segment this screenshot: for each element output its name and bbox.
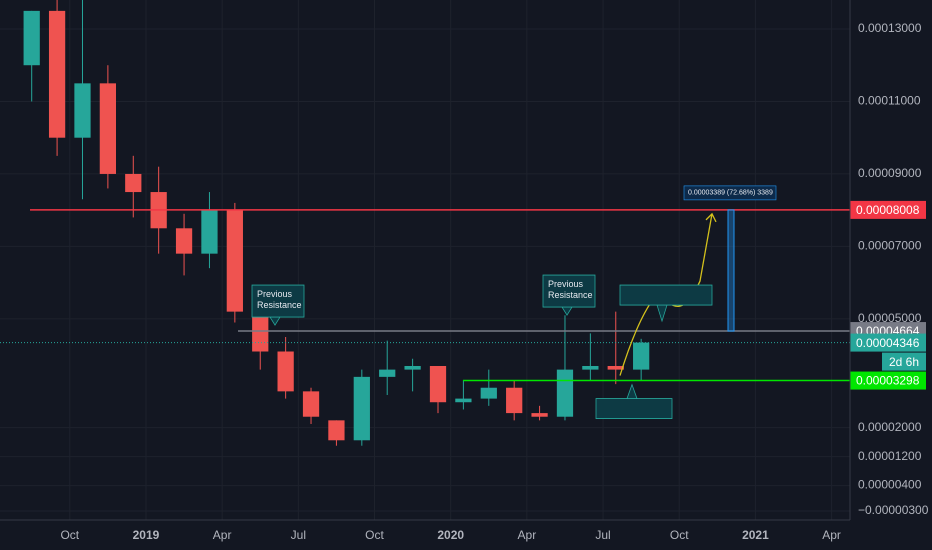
x-tick-label: Apr [518,528,537,542]
candle-body [531,413,548,417]
x-tick-label: Apr [213,528,232,542]
candle-body [404,365,421,370]
price-label-box [850,200,926,219]
callout [251,284,305,326]
candle-body [480,387,497,399]
measure-label: 0.00003389 (72.68%) 3389 [688,190,773,197]
price-label: 0.00003298 [856,374,920,388]
y-tick-label: 0.00000400 [858,478,922,492]
y-tick-label: 0.00009000 [858,166,922,180]
price-label: 0.00008008 [856,203,920,217]
measure-bar [727,209,735,332]
candle-body [74,83,91,138]
price-label-box [850,333,926,352]
x-tick-label: Jul [595,528,610,542]
y-tick-label: 0.00001200 [858,449,922,463]
x-tick-label: Oct [670,528,689,542]
candle-body [125,173,142,193]
candle-body [48,10,66,138]
x-tick-label: 2019 [133,528,160,542]
x-tick-label: Apr [822,528,841,542]
candle-body [379,369,396,377]
price-label-box [850,371,926,390]
y-tick-label: 0.00007000 [858,239,922,253]
candle-body [582,365,599,370]
candle-body [633,342,650,370]
measure-label-box [683,185,777,201]
y-tick-label: 0.00011000 [858,94,921,108]
x-tick-label: Jul [291,528,306,542]
candle-body [353,376,370,441]
annotation: Previous Resistance [548,279,593,300]
countdown-box [882,352,926,371]
candle-body [23,10,40,66]
candle-body [99,83,117,174]
candle-body [302,391,320,417]
candle-body [607,365,624,370]
y-tick-label: −0.00000300 [858,503,929,517]
y-tick-label: 0.00013000 [858,21,922,35]
candle-body [175,228,193,254]
x-tick-label: Oct [365,528,384,542]
candle-body [556,369,574,417]
x-tick-label: Oct [60,528,79,542]
callout [595,383,673,419]
y-tick-label: 0.00002000 [858,420,922,434]
candle-body [201,210,218,254]
countdown: 2d 6h [889,355,919,369]
annotation: Previous Resistance [257,289,302,310]
x-tick-label: 2021 [742,528,769,542]
price-label: 0.00004346 [856,336,920,350]
x-tick-label: 2020 [437,528,464,542]
candle-body [429,365,447,403]
candle-body [455,398,472,403]
callout [619,284,713,323]
candle-body [226,210,243,312]
callout [542,274,596,316]
y-tick-label: 0.00005000 [858,311,922,325]
candle-body [277,351,294,392]
candle-body [328,420,345,441]
candle-body [506,387,523,414]
